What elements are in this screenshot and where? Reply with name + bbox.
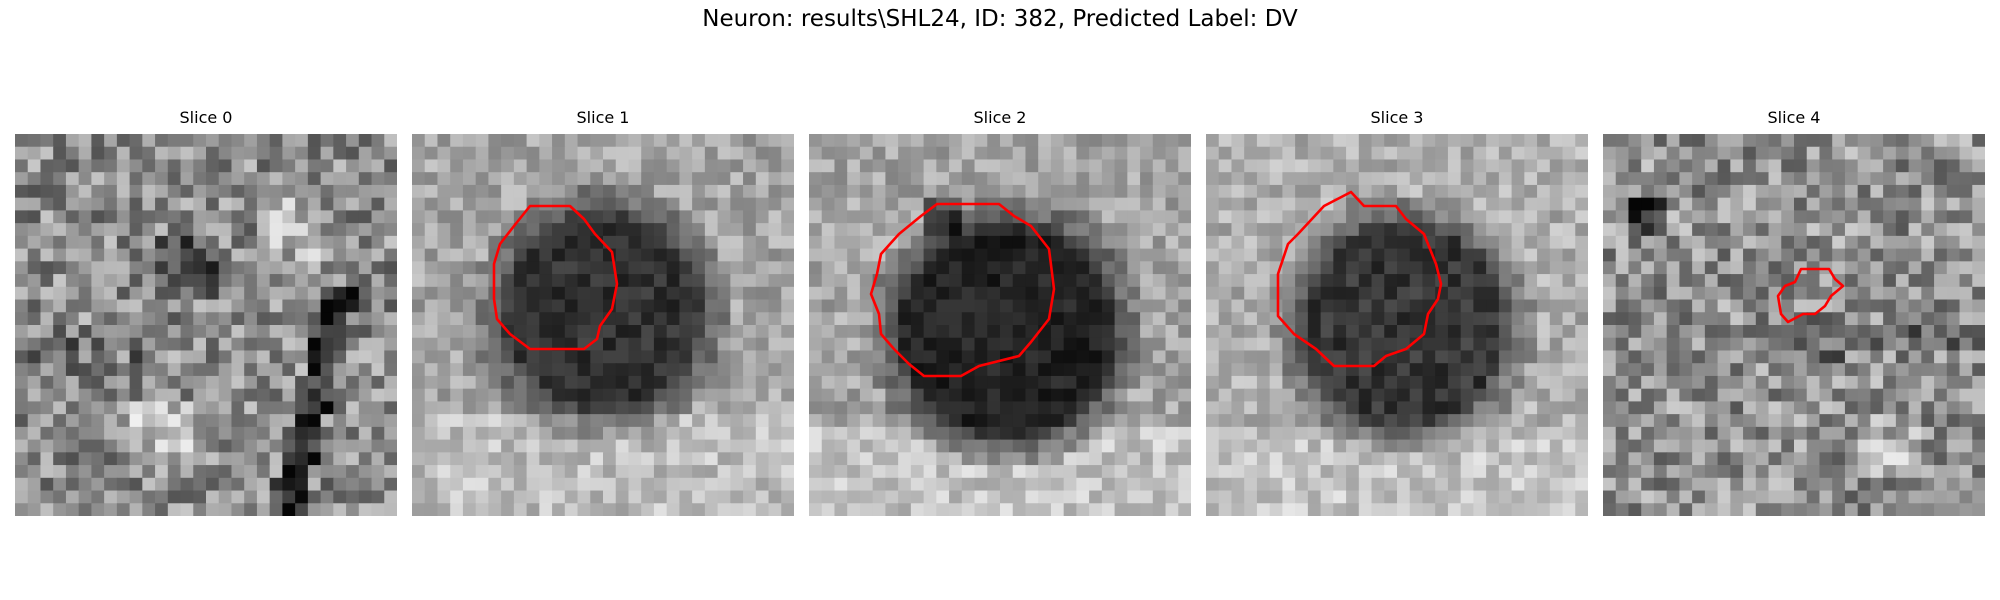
slice-image [1603,134,1985,516]
slice-image [412,134,794,516]
slice-image [15,134,397,516]
slice-image [809,134,1191,516]
slice-image [1206,134,1588,516]
slice-title: Slice 1 [412,108,794,127]
slice-title: Slice 0 [15,108,397,127]
figure-title: Neuron: results\SHL24, ID: 382, Predicte… [0,6,2000,32]
slice-title: Slice 2 [809,108,1191,127]
slice-title: Slice 3 [1206,108,1588,127]
slice-title: Slice 4 [1603,108,1985,127]
